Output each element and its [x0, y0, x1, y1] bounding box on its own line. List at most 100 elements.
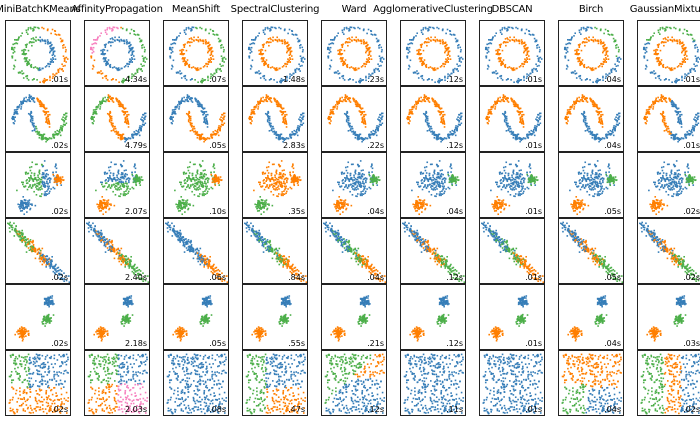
data-point [648, 42, 651, 45]
data-point [90, 46, 92, 49]
data-point [284, 43, 286, 45]
data-point [132, 55, 135, 57]
data-point [19, 207, 21, 210]
data-point [576, 97, 578, 100]
data-point [693, 127, 695, 130]
data-point [500, 74, 503, 77]
data-point [511, 26, 513, 29]
data-point [19, 104, 21, 106]
data-point [364, 122, 367, 124]
data-point [26, 61, 29, 64]
data-point [378, 47, 380, 49]
data-point [643, 118, 646, 121]
data-point [24, 207, 27, 209]
data-point [355, 36, 357, 39]
data-point [536, 119, 538, 122]
data-point [52, 133, 54, 136]
data-point [526, 48, 528, 50]
scatter-plot [89, 26, 148, 84]
data-point [124, 65, 127, 67]
data-point [101, 77, 104, 79]
data-point [697, 61, 699, 63]
data-point [181, 100, 184, 102]
data-point [428, 97, 430, 99]
data-point [206, 137, 209, 139]
data-point [600, 110, 603, 113]
data-point [132, 50, 135, 53]
data-point [59, 37, 62, 40]
data-point [51, 48, 53, 51]
data-point [131, 133, 133, 136]
data-point [60, 184, 63, 186]
data-point [193, 36, 195, 39]
data-point [174, 112, 176, 114]
data-point [376, 128, 378, 130]
data-point [348, 37, 351, 39]
data-point [663, 119, 666, 122]
data-point [408, 42, 411, 45]
data-point [50, 137, 52, 140]
data-point [99, 103, 102, 106]
data-point [37, 188, 40, 191]
data-point [446, 47, 448, 50]
data-point [295, 130, 297, 133]
data-point [678, 41, 681, 44]
data-point [457, 70, 459, 72]
runtime-label: 2.83s [283, 141, 305, 150]
data-point [502, 59, 505, 61]
data-point [115, 97, 118, 100]
data-point [446, 54, 449, 57]
data-point [368, 58, 371, 61]
data-point [331, 39, 334, 41]
data-point [441, 139, 444, 142]
data-point [283, 137, 285, 140]
data-point [287, 58, 289, 60]
data-point [121, 27, 124, 30]
data-point [27, 49, 30, 52]
data-point [678, 79, 681, 81]
data-point [45, 111, 48, 113]
data-point [605, 50, 608, 53]
data-point [17, 37, 20, 40]
data-point [290, 50, 293, 53]
data-point [222, 46, 225, 49]
data-point [456, 127, 458, 130]
data-point [605, 135, 607, 137]
data-point [23, 48, 26, 51]
data-point [200, 135, 202, 138]
data-point [52, 56, 54, 59]
data-point [439, 66, 442, 68]
data-point [661, 26, 664, 29]
data-point [531, 71, 534, 74]
data-point [494, 108, 496, 110]
data-point [690, 33, 692, 36]
data-point [511, 131, 513, 134]
data-point [454, 128, 456, 131]
data-point [181, 53, 184, 55]
data-point [497, 57, 500, 60]
data-point [677, 121, 679, 123]
data-point [564, 46, 566, 49]
data-point [29, 97, 32, 99]
data-point [327, 46, 329, 49]
data-point [260, 50, 262, 53]
data-point [588, 40, 590, 42]
data-point [427, 125, 430, 127]
data-point [537, 113, 540, 116]
data-point [446, 48, 448, 51]
data-point [437, 136, 439, 138]
data-point [617, 57, 619, 59]
data-point [537, 119, 540, 122]
data-point [675, 77, 678, 80]
data-point [497, 100, 500, 102]
data-point [267, 27, 269, 30]
data-point [335, 71, 337, 73]
data-point [663, 79, 666, 81]
data-point [205, 115, 208, 118]
data-point [675, 81, 677, 84]
data-point [183, 46, 186, 48]
data-point [612, 67, 614, 70]
data-point [379, 119, 382, 122]
data-point [654, 72, 657, 75]
data-point [281, 40, 283, 42]
